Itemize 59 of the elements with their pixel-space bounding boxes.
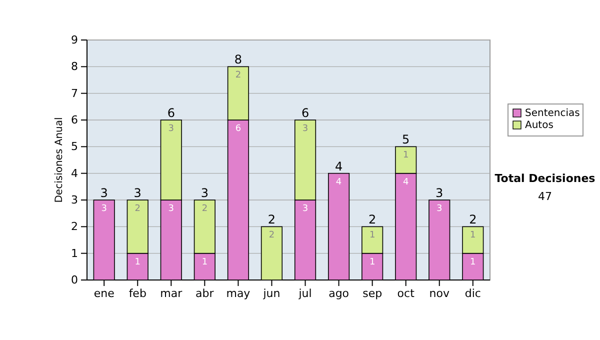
x-tick-label: ene [94,286,115,300]
total-label: 3 [100,186,108,200]
x-tick-label: jul [298,286,312,300]
x-tick-label: may [226,286,251,300]
data-label: 1 [470,230,476,241]
x-tick-label: dic [464,286,481,300]
total-label: 2 [268,212,276,227]
total-label: 3 [436,186,444,200]
x-tick-label: feb [128,286,146,300]
x-tick-label: oct [397,286,416,300]
total-label: 5 [402,132,410,147]
total-label: 8 [234,52,242,67]
total-label: 3 [200,186,208,200]
data-label: 1 [402,150,409,161]
legend-label: Sentencias [525,108,580,119]
data-label: 1 [369,257,376,268]
data-label: 3 [101,204,107,214]
y-tick-label: 9 [71,34,78,47]
y-tick-label: 0 [71,274,78,287]
x-tick-label: nov [429,286,450,300]
text: Total Decisiones [494,172,596,185]
data-label: 3 [436,204,442,214]
data-label: 1 [134,257,140,268]
data-label: 3 [168,204,174,214]
data-label: 4 [336,177,342,188]
y-tick-label: 6 [71,114,78,127]
x-tick-label: mar [160,286,183,300]
x-tick-label: ago [328,286,350,300]
y-tick-label: 2 [71,220,78,234]
data-label: 3 [168,124,174,134]
data-label: 4 [402,177,409,188]
x-tick-label: sep [362,286,382,300]
data-label: 1 [470,257,476,268]
data-label: 2 [202,204,208,214]
total-label: 2 [469,212,477,227]
y-tick-label: 4 [71,166,78,180]
data-label: 6 [235,124,242,134]
legend-label: Autos [525,120,554,131]
data-label: 3 [302,124,308,134]
data-label: 2 [268,230,275,241]
data-label: 2 [134,204,140,214]
x-tick-label: jun [262,286,280,300]
total-label: 6 [301,106,310,120]
y-axis-title: Decisiones Anual [54,117,65,203]
total-label: 3 [134,186,142,200]
data-label: 1 [369,230,376,241]
y-tick-label: 8 [71,60,78,74]
text: 47 [538,190,552,203]
y-tick-label: 7 [71,86,78,100]
total-label: 2 [368,212,376,227]
data-label: 3 [302,204,308,214]
y-tick-label: 3 [71,194,78,207]
total-label: 6 [167,106,175,120]
x-tick-label: abr [196,286,214,300]
total-label: 4 [334,159,343,174]
data-label: 2 [235,70,242,81]
data-label: 1 [202,257,208,268]
y-tick-label: 5 [71,140,78,154]
y-tick-label: 1 [71,246,78,260]
